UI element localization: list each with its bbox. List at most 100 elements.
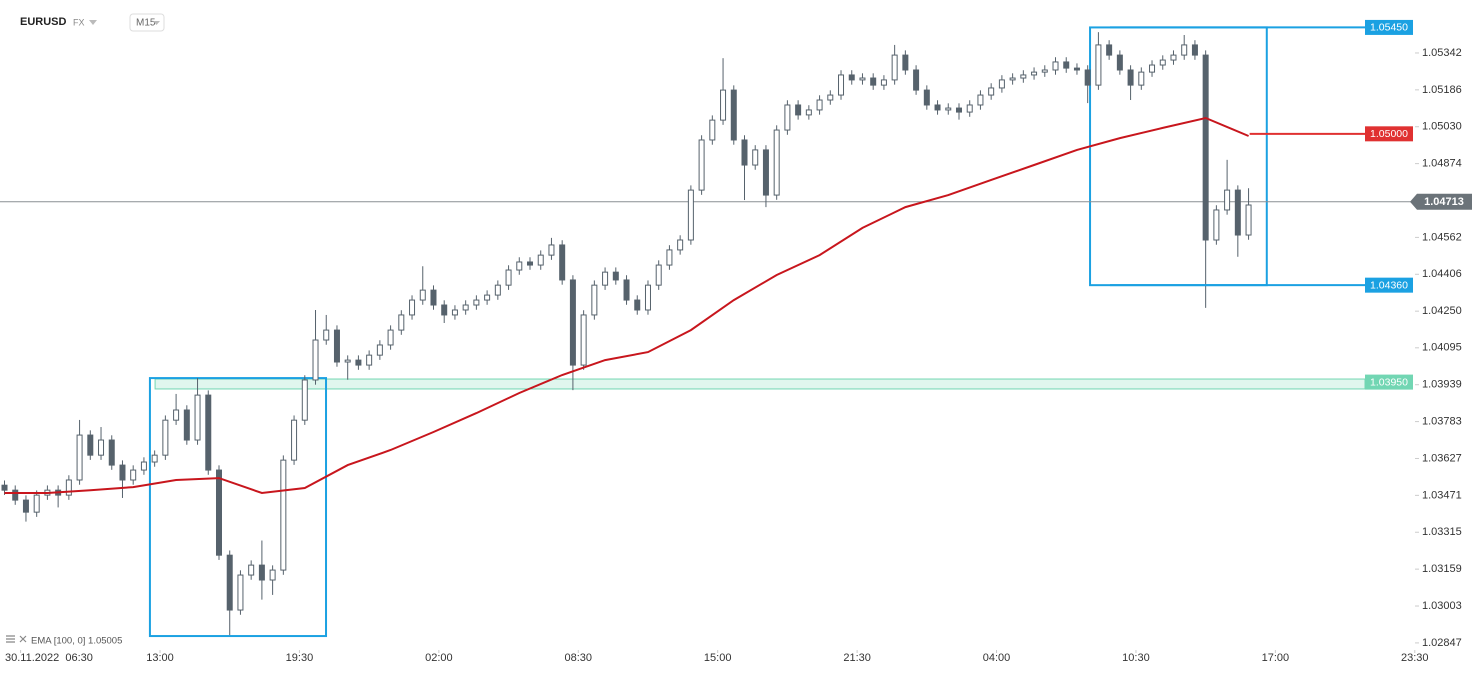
candle-body — [258, 564, 265, 581]
candle-body — [215, 469, 222, 556]
candle-body — [655, 264, 662, 286]
candle-body — [183, 409, 190, 441]
y-tick-label: 1.04095 — [1422, 342, 1462, 354]
candle-body — [387, 329, 394, 346]
candle-body — [762, 149, 769, 196]
market-dropdown[interactable] — [89, 20, 97, 25]
candle-body — [419, 289, 426, 301]
candle-body — [602, 271, 609, 286]
candle-body — [998, 79, 1005, 89]
level-label-box — [1365, 277, 1413, 293]
candle-body — [1149, 64, 1156, 73]
candle-body — [98, 439, 105, 456]
level-label-box — [1365, 126, 1413, 142]
y-tick-label: 1.04406 — [1422, 268, 1462, 280]
candle-body — [1009, 77, 1016, 81]
candle-body — [1191, 44, 1198, 56]
x-tick-label: 15:00 — [704, 652, 732, 664]
candle-body — [151, 454, 158, 463]
candle-body — [1084, 69, 1091, 86]
menu-icon[interactable] — [6, 635, 15, 643]
candle-body — [934, 104, 941, 111]
candle-body — [312, 339, 319, 381]
candle-body — [398, 314, 405, 331]
candle-body — [634, 299, 641, 311]
candle-body — [194, 394, 201, 441]
indicator-legend: EMA [100, 0] 1.05005 — [6, 635, 122, 647]
symbol-title[interactable]: EURUSD — [20, 16, 67, 28]
timeframe-label: M15 — [136, 18, 156, 29]
candle-body — [709, 119, 716, 141]
candle-body — [409, 299, 416, 316]
candle-body — [140, 461, 147, 471]
candle-body — [355, 359, 362, 366]
x-tick-label: 08:30 — [565, 652, 593, 664]
candle-body — [1234, 189, 1241, 236]
candle-body — [1063, 61, 1070, 69]
candle-body — [816, 99, 823, 111]
candle-body — [108, 439, 115, 466]
candle-body — [376, 344, 383, 356]
candle-body — [612, 271, 619, 281]
last-price-label-box — [1410, 193, 1472, 210]
candle-body — [76, 434, 83, 481]
y-tick-label: 1.04874 — [1422, 158, 1462, 170]
candle-body — [966, 104, 973, 113]
y-tick-label: 1.05030 — [1422, 121, 1462, 133]
candle-body — [484, 294, 491, 301]
candle-body — [923, 89, 930, 106]
candle-body — [494, 284, 501, 296]
candle-body — [805, 109, 812, 116]
x-tick-label: 17:00 — [1262, 652, 1290, 664]
candle-body — [301, 379, 308, 421]
range-box — [148, 377, 328, 638]
candle-body — [698, 139, 705, 191]
close-icon[interactable] — [19, 635, 27, 643]
plot-area — [0, 26, 1415, 638]
candle-body — [430, 289, 437, 306]
candle-body — [773, 129, 780, 196]
x-tick-label: 02:00 — [425, 652, 453, 664]
candle-body — [1020, 74, 1027, 79]
candle-body — [248, 564, 255, 576]
candle-body — [1202, 54, 1209, 241]
range-box — [1089, 26, 1268, 287]
candle-body — [291, 419, 298, 461]
candle-body — [1073, 67, 1080, 71]
candle-body — [838, 74, 845, 96]
candle-body — [87, 434, 94, 456]
y-tick-label: 1.03159 — [1422, 563, 1462, 575]
level-label: 1.05000 — [1370, 128, 1408, 140]
candle-body — [205, 394, 212, 471]
candle-body — [527, 261, 534, 266]
level-label: 1.04360 — [1370, 279, 1408, 291]
candle-body — [666, 249, 673, 266]
candle-body — [473, 299, 480, 306]
candle-body — [880, 79, 887, 86]
y-tick-label: 1.05186 — [1422, 84, 1462, 96]
candle-body — [173, 409, 180, 421]
candle-body — [591, 284, 598, 316]
candle-body — [366, 354, 373, 366]
candle-body — [569, 279, 576, 366]
candle-body — [280, 459, 287, 571]
timeframe-button[interactable] — [129, 13, 165, 32]
candle-body — [1041, 69, 1048, 73]
candle-body — [784, 104, 791, 131]
level-label: 1.05450 — [1370, 22, 1408, 34]
support-zone — [154, 378, 1366, 390]
y-tick-label: 1.03471 — [1422, 489, 1462, 501]
candle-body — [162, 419, 169, 456]
timeframe-dropdown — [153, 21, 160, 25]
candle-body — [1106, 44, 1113, 56]
candle-body — [269, 569, 276, 581]
y-tick-label: 1.03939 — [1422, 379, 1462, 391]
last-price-label: 1.04713 — [1424, 196, 1464, 208]
candle-body — [119, 464, 126, 481]
candle-body — [1245, 204, 1252, 236]
candle-body — [516, 261, 523, 271]
candle-body — [870, 77, 877, 86]
candle-body — [1, 484, 8, 491]
candle-body — [130, 469, 137, 481]
y-tick-label: 1.03627 — [1422, 452, 1462, 464]
